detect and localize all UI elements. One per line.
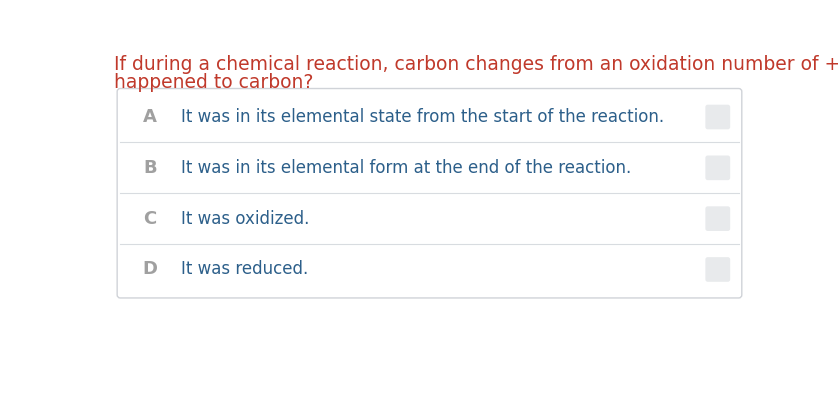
FancyBboxPatch shape	[706, 156, 730, 180]
Text: It was in its elemental state from the start of the reaction.: It was in its elemental state from the s…	[181, 108, 664, 126]
FancyBboxPatch shape	[706, 206, 730, 231]
Text: happened to carbon?: happened to carbon?	[114, 73, 313, 92]
Text: D: D	[142, 261, 158, 278]
FancyBboxPatch shape	[117, 88, 742, 298]
Text: B: B	[143, 159, 157, 177]
Text: It was reduced.: It was reduced.	[181, 261, 308, 278]
Text: C: C	[143, 210, 157, 227]
Text: It was in its elemental form at the end of the reaction.: It was in its elemental form at the end …	[181, 159, 631, 177]
FancyBboxPatch shape	[706, 257, 730, 282]
Text: It was oxidized.: It was oxidized.	[181, 210, 309, 227]
Text: If during a chemical reaction, carbon changes from an oxidation number of +2 to : If during a chemical reaction, carbon ch…	[114, 55, 838, 74]
Text: A: A	[142, 108, 157, 126]
FancyBboxPatch shape	[706, 105, 730, 129]
